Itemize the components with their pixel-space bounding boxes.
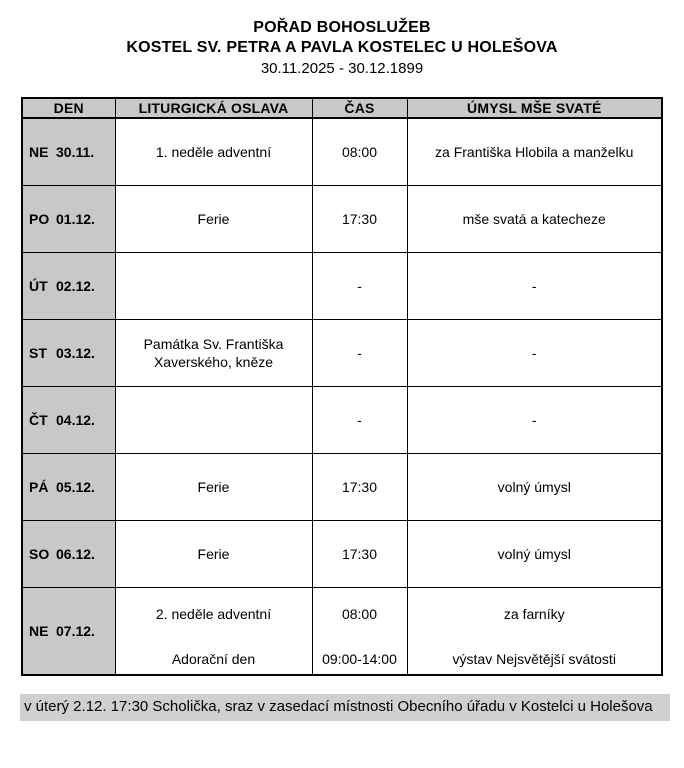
time-cell: 17:30: [311, 519, 408, 588]
day-date: 06.12.: [56, 545, 95, 562]
day-abbr: PO: [29, 210, 50, 227]
day-date: 01.12.: [56, 210, 95, 227]
intention-cell: -: [406, 318, 663, 387]
intention-cell: výstav Nejsvětější svátosti: [406, 641, 663, 676]
column-header-time: ČAS: [311, 97, 408, 119]
intention-cell: volný úmysl: [406, 519, 663, 588]
schedule-table: DEN LITURGICKÁ OSLAVA ČAS ÚMYSL MŠE SVAT…: [21, 97, 663, 676]
table-row: Adorační den 09:00-14:00 výstav Nejsvětě…: [22, 641, 663, 676]
footer-note: v úterý 2.12. 17:30 Scholička, sraz v za…: [20, 694, 670, 721]
time-cell: 09:00-14:00: [311, 641, 408, 676]
table-row: ČT 04.12. - -: [21, 385, 663, 454]
day-cell: NE 30.11.: [21, 117, 116, 186]
day-abbr: NE: [29, 622, 49, 639]
intention-cell: -: [406, 251, 663, 320]
table-row: NE 07.12. 2. neděle adventní 08:00 za far…: [21, 586, 663, 676]
day-cell: NE 07.12.: [21, 586, 116, 676]
day-date: 02.12.: [56, 277, 95, 294]
intention-cell: -: [406, 385, 663, 454]
day-date: 04.12.: [56, 411, 95, 428]
celebration-cell: Památka Sv. Františka Xaverského, kněze: [114, 318, 313, 387]
celebration-cell: 2. neděle adventní: [114, 586, 313, 641]
document-header: POŘAD BOHOSLUŽEB KOSTEL SV. PETRA A PAVL…: [0, 0, 684, 79]
table-header-row: DEN LITURGICKÁ OSLAVA ČAS ÚMYSL MŠE SVAT…: [21, 97, 663, 119]
time-cell: 17:30: [311, 452, 408, 521]
table-row: ÚT 02.12. - -: [21, 251, 663, 320]
celebration-cell: [114, 385, 313, 454]
intention-cell: mše svatá a katecheze: [406, 184, 663, 253]
day-date: 07.12.: [56, 622, 95, 639]
table-row: NE 30.11. 1. neděle adventní 08:00 za Fra…: [21, 117, 663, 186]
intention-cell: za Františka Hlobila a manželku: [406, 117, 663, 186]
celebration-cell: Ferie: [114, 184, 313, 253]
page-subtitle: KOSTEL SV. PETRA A PAVLA KOSTELEC U HOLE…: [126, 39, 558, 56]
day-abbr: ST: [29, 344, 47, 361]
time-cell: 08:00: [311, 117, 408, 186]
celebration-cell: 1. neděle adventní: [114, 117, 313, 186]
day-cell: PO 01.12.: [21, 184, 116, 253]
table-row: PO 01.12. Ferie 17:30 mše svatá a kateche…: [21, 184, 663, 253]
celebration-cell: Adorační den: [114, 641, 313, 676]
table-row: ST 03.12. Památka Sv. Františka Xaverskéh…: [21, 318, 663, 387]
day-abbr: SO: [29, 545, 50, 562]
time-cell: -: [311, 251, 408, 320]
date-range: 30.11.2025 - 30.12.1899: [260, 60, 424, 77]
time-cell: 17:30: [311, 184, 408, 253]
table-row: SO 06.12. Ferie 17:30 volný úmysl: [21, 519, 663, 588]
page-title: POŘAD BOHOSLUŽEB: [253, 19, 431, 36]
celebration-cell: [114, 251, 313, 320]
intention-cell: za farníky: [406, 586, 663, 641]
time-cell: 08:00: [311, 586, 408, 641]
column-header-intention: ÚMYSL MŠE SVATÉ: [406, 97, 663, 119]
day-cell: ST 03.12.: [21, 318, 116, 387]
intention-cell: volný úmysl: [406, 452, 663, 521]
day-date: 05.12.: [56, 478, 95, 495]
celebration-cell: Ferie: [114, 519, 313, 588]
day-abbr: PÁ: [29, 478, 49, 495]
day-abbr: ČT: [29, 411, 48, 428]
day-date: 30.11.: [56, 143, 95, 160]
day-abbr: ÚT: [29, 277, 48, 294]
day-abbr: NE: [29, 143, 49, 160]
day-cell: ÚT 02.12.: [21, 251, 116, 320]
day-cell: PÁ 05.12.: [21, 452, 116, 521]
column-header-celebration: LITURGICKÁ OSLAVA: [114, 97, 313, 119]
time-cell: -: [311, 385, 408, 454]
table-row: PÁ 05.12. Ferie 17:30 volný úmysl: [21, 452, 663, 521]
column-header-day: DEN: [21, 97, 116, 119]
day-cell: ČT 04.12.: [21, 385, 116, 454]
time-cell: -: [311, 318, 408, 387]
day-cell: SO 06.12.: [21, 519, 116, 588]
day-date: 03.12.: [56, 344, 95, 361]
celebration-cell: Ferie: [114, 452, 313, 521]
